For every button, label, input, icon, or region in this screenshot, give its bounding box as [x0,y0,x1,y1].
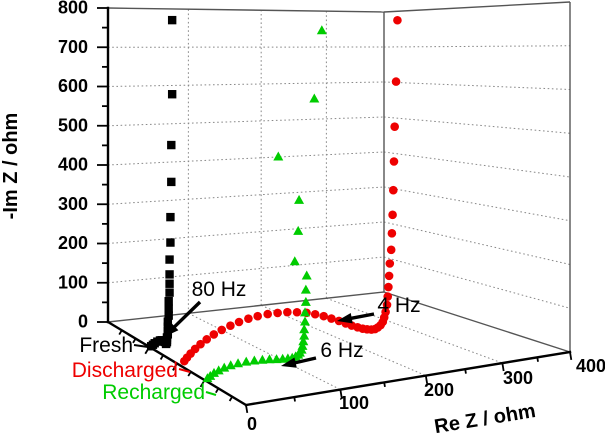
gridlines [107,9,571,391]
im-z-tick-label: 700 [58,37,88,57]
annotation-label: 4 Hz [377,294,420,317]
series-label-discharged: Discharged [72,359,191,382]
series-discharged [179,15,402,366]
series-label-fresh: Fresh [79,334,149,357]
re-z-tick-label: 0 [247,414,257,434]
series-label: Discharged [72,359,178,382]
im-z-tick-label: 400 [58,155,88,175]
im-z-axis-title: -Im Z / ohm [0,113,22,220]
im-z-tick-label: 300 [58,194,88,214]
series-label: Fresh [79,334,133,357]
re-z-axis: 0 100 200 300 400 Re Z / ohm [244,350,605,438]
im-z-tick-label: 600 [58,76,88,96]
annotation-4hz: 4 Hz [337,294,421,324]
annotation-6hz: 6 Hz [281,339,364,368]
re-z-tick-label: 300 [503,368,533,388]
annotation-label: 6 Hz [320,339,363,362]
annotation-label: 80 Hz [192,278,247,301]
im-z-tick-label: 800 [58,0,88,18]
annotation-80hz: 80 Hz [164,278,246,337]
re-z-axis-title: Re Z / ohm [433,400,537,438]
re-z-tick-label: 100 [339,393,369,413]
re-z-tick-label: 200 [424,380,454,400]
box-edges [107,1,571,353]
im-z-tick-label: 0 [78,312,88,332]
series-fresh [146,15,177,351]
im-z-axis: 0 100 200 300 400 500 600 700 800 -Im Z / ohm [0,0,110,332]
im-z-tick-label: 100 [58,272,88,292]
series-recharged [202,25,327,383]
series-label-recharged: Recharged [102,381,217,404]
re-z-tick-label: 400 [576,356,605,376]
im-z-tick-label: 200 [58,233,88,253]
series-label: Recharged [102,381,205,404]
im-z-tick-label: 500 [58,115,88,135]
